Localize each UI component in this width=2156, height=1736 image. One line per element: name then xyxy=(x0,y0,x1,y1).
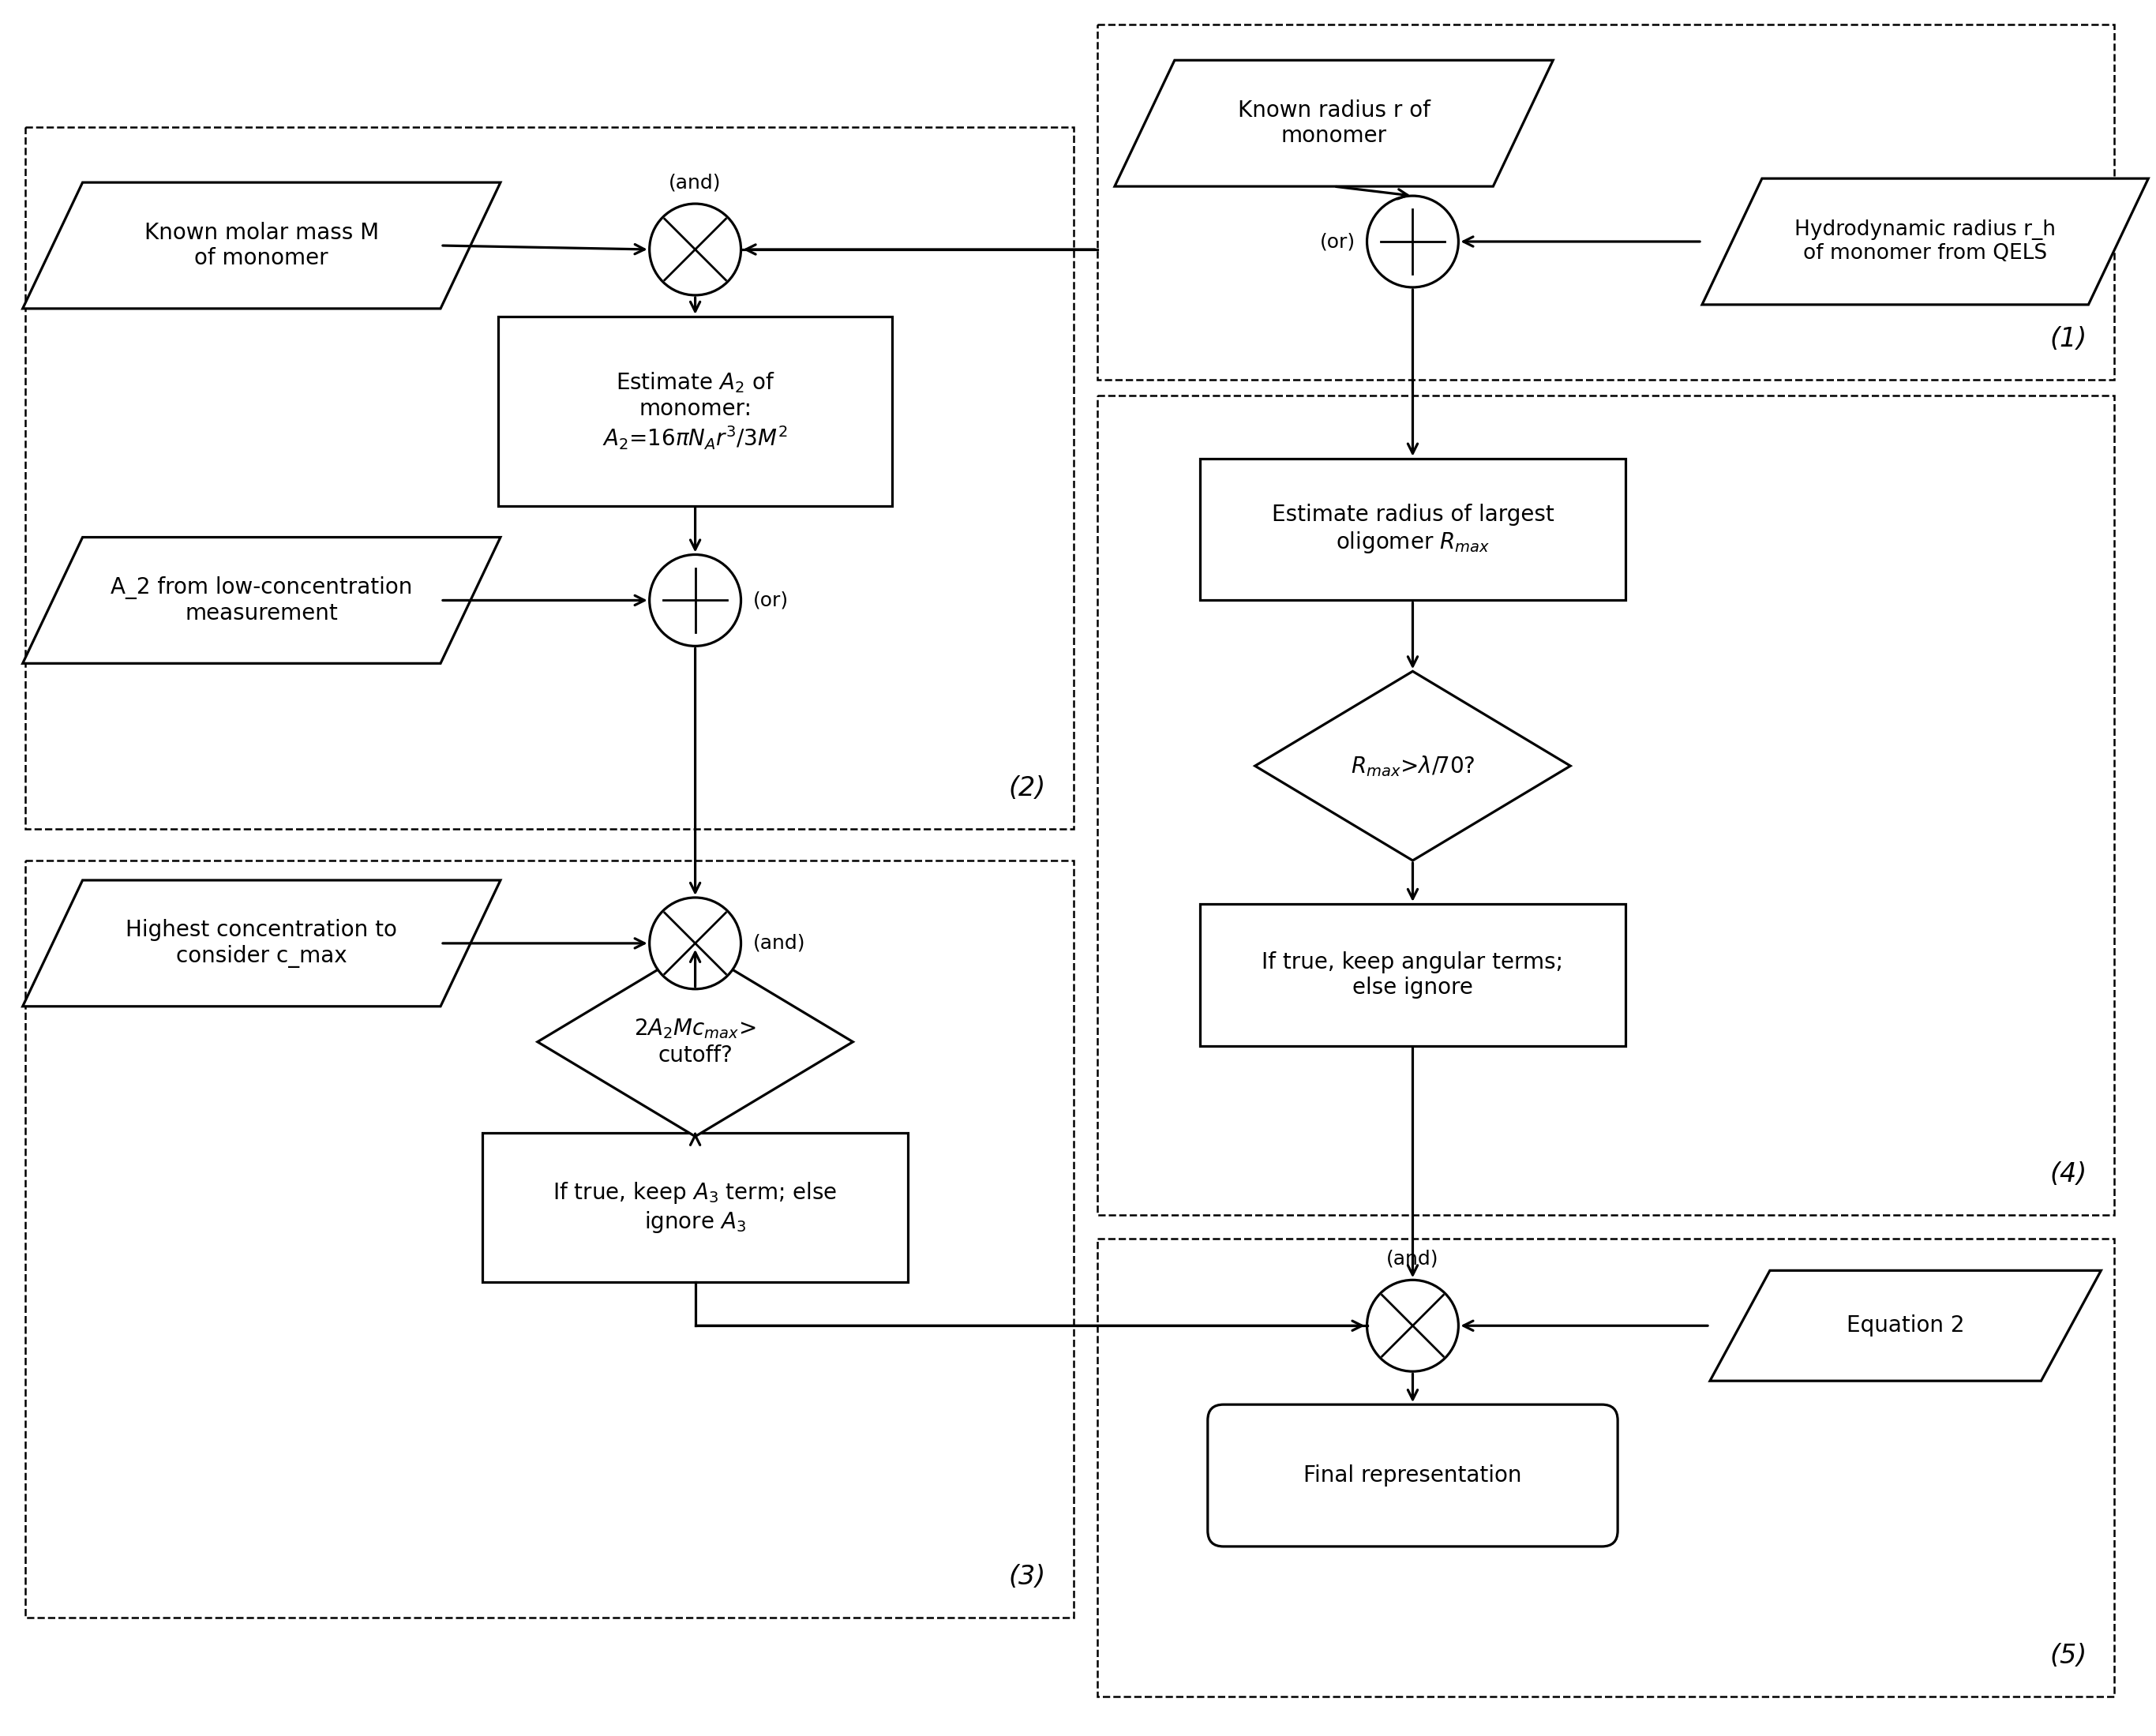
Bar xyxy=(1201,458,1626,601)
Text: Known molar mass M
of monomer: Known molar mass M of monomer xyxy=(144,222,379,269)
Text: (or): (or) xyxy=(1319,233,1356,252)
Text: (and): (and) xyxy=(668,174,722,193)
Text: Known radius r of
monomer: Known radius r of monomer xyxy=(1238,99,1429,148)
Text: (2): (2) xyxy=(1009,776,1046,802)
FancyBboxPatch shape xyxy=(1207,1404,1617,1547)
Text: (1): (1) xyxy=(2050,326,2087,352)
Text: (and): (and) xyxy=(752,934,804,953)
Bar xyxy=(498,316,893,505)
Text: Highest concentration to
consider c_max: Highest concentration to consider c_max xyxy=(125,918,397,967)
Circle shape xyxy=(1367,1279,1457,1371)
Polygon shape xyxy=(24,880,500,1007)
Polygon shape xyxy=(24,182,500,309)
Text: Estimate $A_2$ of
monomer:
$A_2$=16$\pi$$N_A$$r^3$/3$M^2$: Estimate $A_2$ of monomer: $A_2$=16$\pi$… xyxy=(602,370,787,451)
Text: $R_{max}$>$\lambda$/70?: $R_{max}$>$\lambda$/70? xyxy=(1350,753,1475,778)
Text: (4): (4) xyxy=(2050,1161,2087,1187)
Text: Hydrodynamic radius r_h
of monomer from QELS: Hydrodynamic radius r_h of monomer from … xyxy=(1794,219,2057,264)
Circle shape xyxy=(649,203,742,295)
Polygon shape xyxy=(24,536,500,663)
Bar xyxy=(26,861,1074,1618)
Text: Estimate radius of largest
oligomer $R_{max}$: Estimate radius of largest oligomer $R_{… xyxy=(1272,503,1554,556)
Text: A_2 from low-concentration
measurement: A_2 from low-concentration measurement xyxy=(110,576,412,625)
Text: Final representation: Final representation xyxy=(1304,1465,1522,1486)
Polygon shape xyxy=(1710,1271,2102,1380)
Bar xyxy=(1097,1240,2115,1696)
Circle shape xyxy=(649,898,742,990)
Text: If true, keep angular terms;
else ignore: If true, keep angular terms; else ignore xyxy=(1261,951,1563,998)
Text: (or): (or) xyxy=(752,590,789,609)
Bar xyxy=(26,127,1074,830)
Circle shape xyxy=(1367,196,1457,286)
Text: Equation 2: Equation 2 xyxy=(1846,1314,1964,1337)
Bar xyxy=(483,1132,908,1283)
Circle shape xyxy=(649,554,742,646)
Bar xyxy=(1201,904,1626,1045)
Text: (and): (and) xyxy=(1386,1250,1438,1267)
Bar xyxy=(1097,24,2115,380)
Text: (5): (5) xyxy=(2050,1642,2087,1668)
Polygon shape xyxy=(1255,672,1570,861)
Bar xyxy=(1097,396,2115,1215)
Polygon shape xyxy=(537,948,854,1137)
Text: (3): (3) xyxy=(1009,1564,1046,1590)
Polygon shape xyxy=(1115,61,1552,186)
Polygon shape xyxy=(1701,179,2147,304)
Text: If true, keep $A_3$ term; else
ignore $A_3$: If true, keep $A_3$ term; else ignore $A… xyxy=(552,1180,837,1234)
Text: 2$A_2$$Mc_{max}$>
cutoff?: 2$A_2$$Mc_{max}$> cutoff? xyxy=(634,1017,757,1066)
